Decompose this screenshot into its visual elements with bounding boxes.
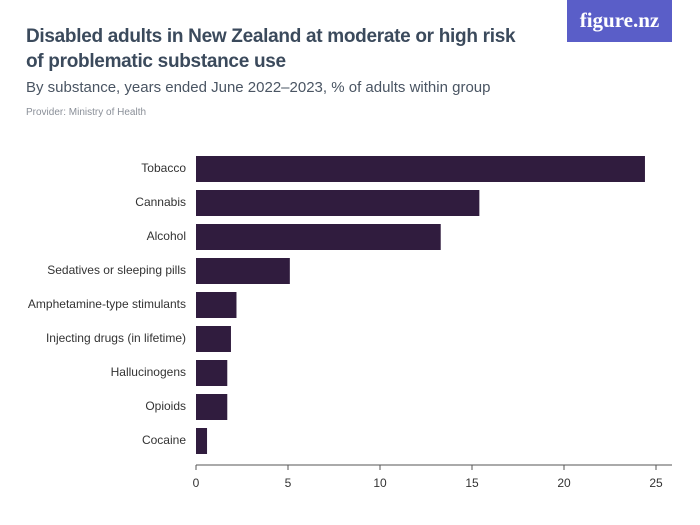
x-tick-label: 20 <box>557 476 571 490</box>
bar <box>196 360 228 386</box>
y-tick-label: Alcohol <box>147 229 186 243</box>
bar <box>196 258 290 284</box>
bar <box>196 292 237 318</box>
y-tick-label: Injecting drugs (in lifetime) <box>46 331 186 345</box>
x-tick-label: 15 <box>465 476 479 490</box>
x-tick-label: 5 <box>285 476 292 490</box>
y-tick-label: Tobacco <box>141 161 186 175</box>
chart-title: Disabled adults in New Zealand at modera… <box>26 26 516 72</box>
provider: Provider: Ministry of Health <box>26 107 147 118</box>
y-tick-label: Cocaine <box>142 433 186 447</box>
x-tick-label: 10 <box>373 476 387 490</box>
chart-subtitle: By substance, years ended June 2022–2023… <box>26 79 491 96</box>
bar <box>196 156 645 182</box>
y-tick-label: Hallucinogens <box>111 365 186 379</box>
bar <box>196 394 228 420</box>
y-tick-label: Amphetamine-type stimulants <box>28 297 186 311</box>
bar <box>196 326 231 352</box>
x-tick-label: 0 <box>193 476 200 490</box>
x-tick-label: 25 <box>649 476 663 490</box>
y-tick-label: Sedatives or sleeping pills <box>47 263 186 277</box>
y-tick-label: Cannabis <box>135 195 186 209</box>
bar <box>196 428 208 454</box>
y-tick-label: Opioids <box>145 399 186 413</box>
bar <box>196 224 441 250</box>
bar <box>196 190 480 216</box>
logo[interactable]: figure.nz <box>567 0 672 42</box>
